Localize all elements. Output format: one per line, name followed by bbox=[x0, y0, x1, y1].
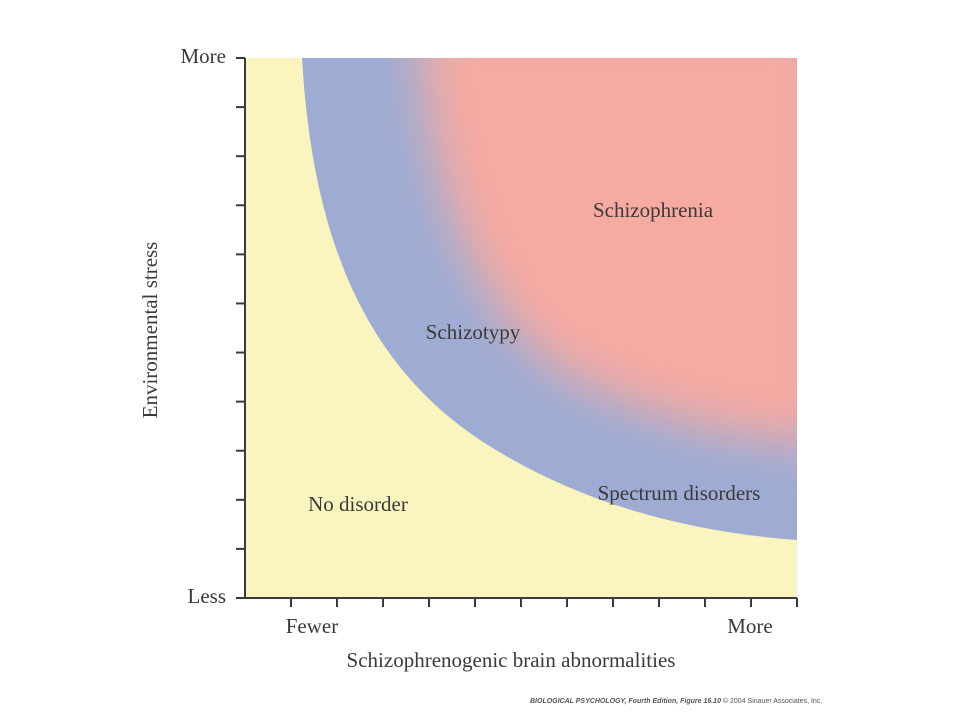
x-axis-ticks bbox=[290, 598, 798, 607]
figure-credit: BIOLOGICAL PSYCHOLOGY, Fourth Edition, F… bbox=[530, 698, 822, 705]
schizotypy-label: Schizotypy bbox=[426, 320, 521, 344]
y-axis-top-label: More bbox=[181, 44, 227, 68]
plot-area bbox=[245, 58, 797, 598]
no-disorder-label: No disorder bbox=[308, 492, 408, 516]
credit-source: BIOLOGICAL PSYCHOLOGY, Fourth Edition, F… bbox=[530, 698, 721, 705]
schizophrenia-label: Schizophrenia bbox=[593, 198, 714, 222]
y-axis-title: Environmental stress bbox=[138, 242, 162, 419]
spectrum-disorders-label: Spectrum disorders bbox=[598, 481, 761, 505]
x-axis-title: Schizophrenogenic brain abnormalities bbox=[347, 648, 676, 672]
x-axis-left-label: Fewer bbox=[286, 614, 338, 638]
credit-copyright: © 2004 Sinauer Associates, Inc. bbox=[722, 698, 823, 705]
y-axis-ticks bbox=[236, 57, 245, 599]
y-axis-bottom-label: Less bbox=[188, 584, 227, 608]
schizophrenia-region bbox=[421, 58, 797, 442]
x-axis-right-label: More bbox=[727, 614, 773, 638]
